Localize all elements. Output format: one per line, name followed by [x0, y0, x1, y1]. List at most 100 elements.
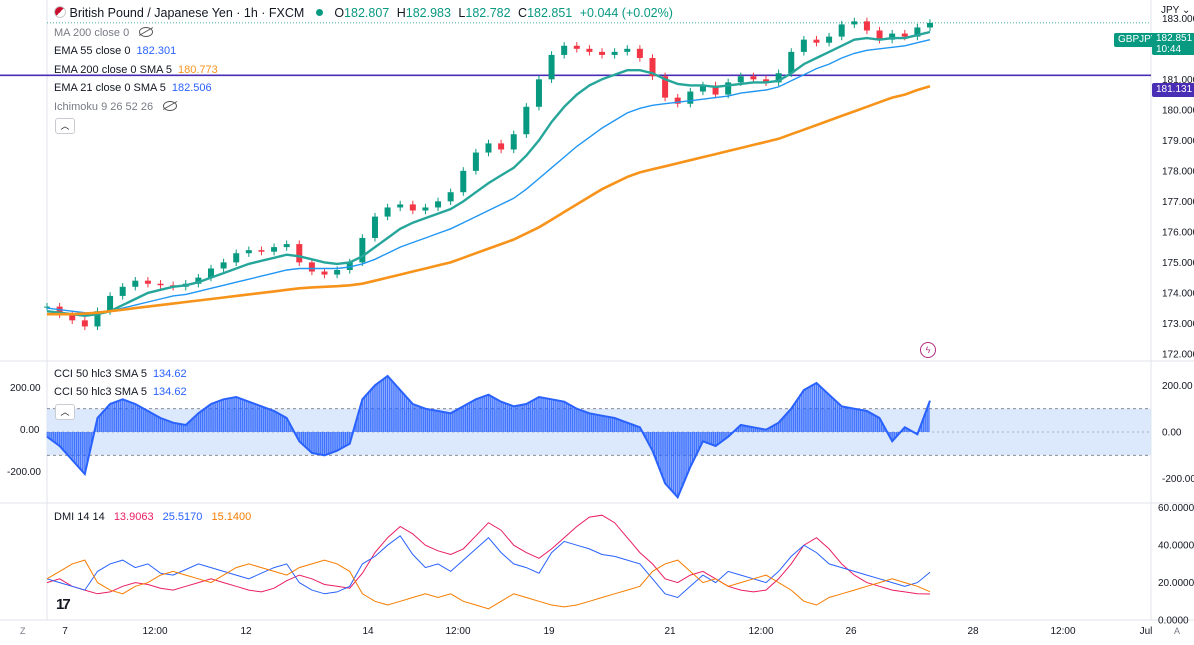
candle-body — [69, 314, 76, 321]
market-status-dot — [315, 9, 323, 16]
price-axis-tick: 172.000 — [1162, 349, 1194, 360]
indicator-ma200[interactable]: MA 200 close 0 — [54, 26, 159, 39]
symbol-price-tag: GBPJPY — [1114, 33, 1162, 47]
time-axis-tick: 21 — [664, 626, 676, 637]
candle-body — [674, 97, 681, 104]
candle-body — [296, 244, 303, 263]
ohlc-high: H182.983 — [396, 6, 451, 20]
candle-body — [283, 244, 290, 248]
symbol-header: British Pound / Japanese Yen · 1h · FXCM… — [54, 6, 673, 20]
zoom-button[interactable]: Z — [20, 626, 26, 636]
candle-body — [737, 76, 744, 83]
price-change: +0.044 (+0.02%) — [579, 6, 673, 20]
time-axis-tick: 19 — [543, 626, 555, 637]
tradingview-logo-icon: 17 — [56, 596, 71, 613]
candle-body — [535, 79, 542, 107]
hidden-eye-icon[interactable] — [163, 101, 178, 111]
price-axis-tick: 173.000 — [1162, 319, 1194, 330]
ohlc-low: L182.782 — [458, 6, 511, 20]
candle-body — [725, 82, 732, 95]
cci-left-label-neg200: -200.00 — [7, 467, 41, 478]
time-axis-tick: 12:00 — [1050, 626, 1075, 637]
candle-body — [384, 207, 391, 217]
price-axis-tick: 174.000 — [1162, 288, 1194, 299]
cci-left-label-0: 0.00 — [20, 425, 40, 436]
candle-body — [863, 21, 870, 31]
indicator-ema21[interactable]: EMA 21 close 0 SMA 5 182.506 — [54, 82, 212, 94]
candle-body — [157, 283, 164, 286]
candle-body — [435, 201, 442, 208]
auto-scale-button[interactable]: A — [1174, 626, 1181, 636]
dmi-line-di — [46, 535, 931, 599]
candle-body — [359, 237, 366, 263]
time-axis-tick: Jul — [1140, 626, 1153, 637]
symbol-flag-icon — [54, 6, 66, 18]
candle-body — [409, 204, 416, 211]
cci-axis-tick: 200.00 — [1162, 381, 1193, 392]
cci-legend-2[interactable]: CCI 50 hlc3 SMA 5 134.62 — [54, 386, 187, 398]
candle-body — [107, 295, 114, 312]
ohlc-open: O182.807 — [334, 6, 390, 20]
candle-body — [687, 91, 694, 104]
candle-body — [472, 152, 479, 171]
indicator-ichimoku[interactable]: Ichimoku 9 26 52 26 — [54, 100, 183, 113]
candle-body — [233, 253, 240, 263]
candle-body — [599, 51, 606, 55]
price-axis-tick: 177.000 — [1162, 197, 1194, 208]
candle-body — [851, 21, 858, 25]
line-ema-21 — [46, 30, 931, 318]
candle-body — [132, 280, 139, 287]
candle-body — [144, 280, 151, 284]
cci-axis-tick: -200.00 — [1162, 474, 1194, 485]
candle-body — [586, 48, 593, 52]
lightning-icon[interactable]: ϟ — [920, 342, 936, 358]
candle-body — [397, 204, 404, 208]
cci-legend-1[interactable]: CCI 50 hlc3 SMA 5 134.62 — [54, 368, 187, 380]
time-axis-tick: 14 — [362, 626, 374, 637]
cci-line — [46, 374, 931, 500]
dmi-axis-tick: 0.0000 — [1158, 616, 1189, 627]
currency-selector[interactable]: JPY ⌄ — [1161, 5, 1191, 16]
time-axis-tick: 12:00 — [748, 626, 773, 637]
candle-body — [914, 27, 921, 37]
collapse-legend-button[interactable]: ︿ — [55, 118, 75, 134]
line-ema-200 — [47, 85, 931, 316]
hidden-eye-icon[interactable] — [139, 27, 154, 37]
candle-body — [699, 85, 706, 92]
time-axis-tick: 12:00 — [445, 626, 470, 637]
candle-body — [498, 143, 505, 150]
symbol-title[interactable]: British Pound / Japanese Yen · 1h · FXCM — [69, 6, 305, 20]
candle-body — [81, 320, 88, 327]
chevron-down-icon: ⌄ — [1181, 5, 1191, 16]
dmi-legend[interactable]: DMI 14 14 13.9063 25.5170 15.1400 — [54, 511, 252, 523]
last-price-tag: 182.851 10:44 — [1152, 33, 1194, 55]
price-axis-tick: 175.000 — [1162, 258, 1194, 269]
indicator-ema55[interactable]: EMA 55 close 0 182.301 — [54, 45, 177, 57]
candle-body — [763, 79, 770, 83]
dmi-axis-tick: 60.0000 — [1158, 503, 1194, 514]
candle-body — [56, 306, 63, 315]
candle-body — [258, 250, 265, 252]
line-ema-55 — [46, 39, 931, 314]
candle-body — [510, 134, 517, 150]
candle-body — [573, 45, 580, 49]
candle-body — [611, 51, 618, 55]
time-axis-tick: 12:00 — [142, 626, 167, 637]
candle-body — [371, 216, 378, 238]
candle-body — [460, 170, 467, 193]
candle-body — [775, 73, 782, 83]
price-axis-tick: 183.000 — [1162, 14, 1194, 25]
candle-body — [94, 311, 101, 327]
candle-body — [838, 24, 845, 37]
indicator-ema200[interactable]: EMA 200 close 0 SMA 5 180.773 — [54, 64, 218, 76]
candle-body — [636, 48, 643, 58]
cci-axis-tick: 0.00 — [1162, 428, 1182, 439]
candle-body — [901, 33, 908, 37]
candle-body — [44, 306, 50, 308]
candle-body — [271, 247, 278, 252]
collapse-cci-legend-button[interactable]: ︿ — [55, 404, 75, 420]
price-axis-tick: 178.000 — [1162, 166, 1194, 177]
candle-body — [195, 277, 202, 284]
